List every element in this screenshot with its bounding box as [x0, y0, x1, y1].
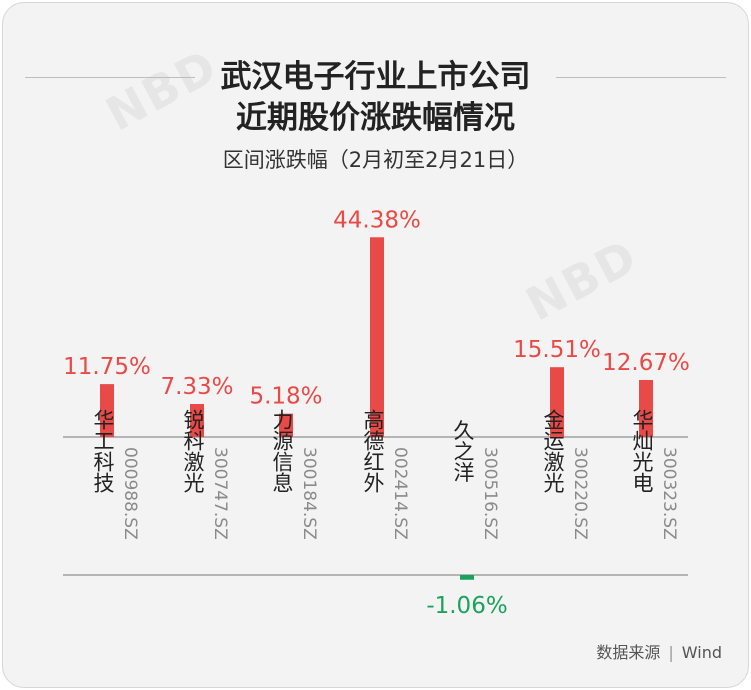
chart-title-line-1: 武汉电子行业上市公司 [220, 59, 531, 95]
source-note: 数据来源 | Wind [596, 639, 722, 663]
title-rule-right [556, 77, 726, 78]
bar-chart: 11.75% 华工科技 000988.SZ 7.33% 锐科激光 300747.SZ 5.1… [63, 207, 690, 619]
bar-3 [370, 237, 384, 437]
category-label-3: 高德红外 [361, 409, 385, 493]
data-label-1: 7.33% [160, 374, 233, 400]
chart-title-line-2: 近期股价涨跌幅情况 [236, 100, 515, 136]
stock-code-6: 300323.SZ [659, 447, 679, 540]
bar-4 [460, 575, 474, 580]
stock-code-3: 002414.SZ [390, 447, 410, 540]
source-value: Wind [681, 643, 722, 662]
category-label-5: 金运激光 [541, 409, 565, 493]
bar-6 [639, 379, 653, 437]
chart-subtitle: 区间涨跌幅（2月初至2月21日） [222, 148, 529, 172]
stock-code-5: 300220.SZ [570, 447, 590, 540]
bar-0 [100, 384, 114, 437]
source-separator: | [668, 643, 674, 662]
category-label-6: 华灿光电 [630, 409, 654, 493]
category-label-2: 力源信息 [270, 409, 294, 493]
data-label-6: 12.67% [602, 350, 690, 376]
category-label-4: 久之洋 [451, 420, 475, 483]
category-label-1: 锐科激光 [181, 409, 205, 493]
stock-code-2: 300184.SZ [299, 447, 319, 540]
data-label-3: 44.38% [333, 207, 421, 233]
bar-2 [279, 413, 293, 437]
stock-code-0: 000988.SZ [120, 447, 140, 540]
data-label-5: 15.51% [513, 337, 601, 363]
bar-1 [190, 404, 204, 437]
data-label-4: -1.06% [426, 593, 507, 619]
source-label: 数据来源 [596, 643, 661, 662]
title-rule-left [25, 77, 195, 78]
stock-code-4: 300516.SZ [480, 447, 500, 540]
category-label-0: 华工科技 [91, 409, 115, 493]
data-label-2: 5.18% [249, 384, 322, 410]
stock-code-1: 300747.SZ [210, 447, 230, 540]
bar-5 [550, 367, 564, 437]
data-label-0: 11.75% [63, 354, 151, 380]
